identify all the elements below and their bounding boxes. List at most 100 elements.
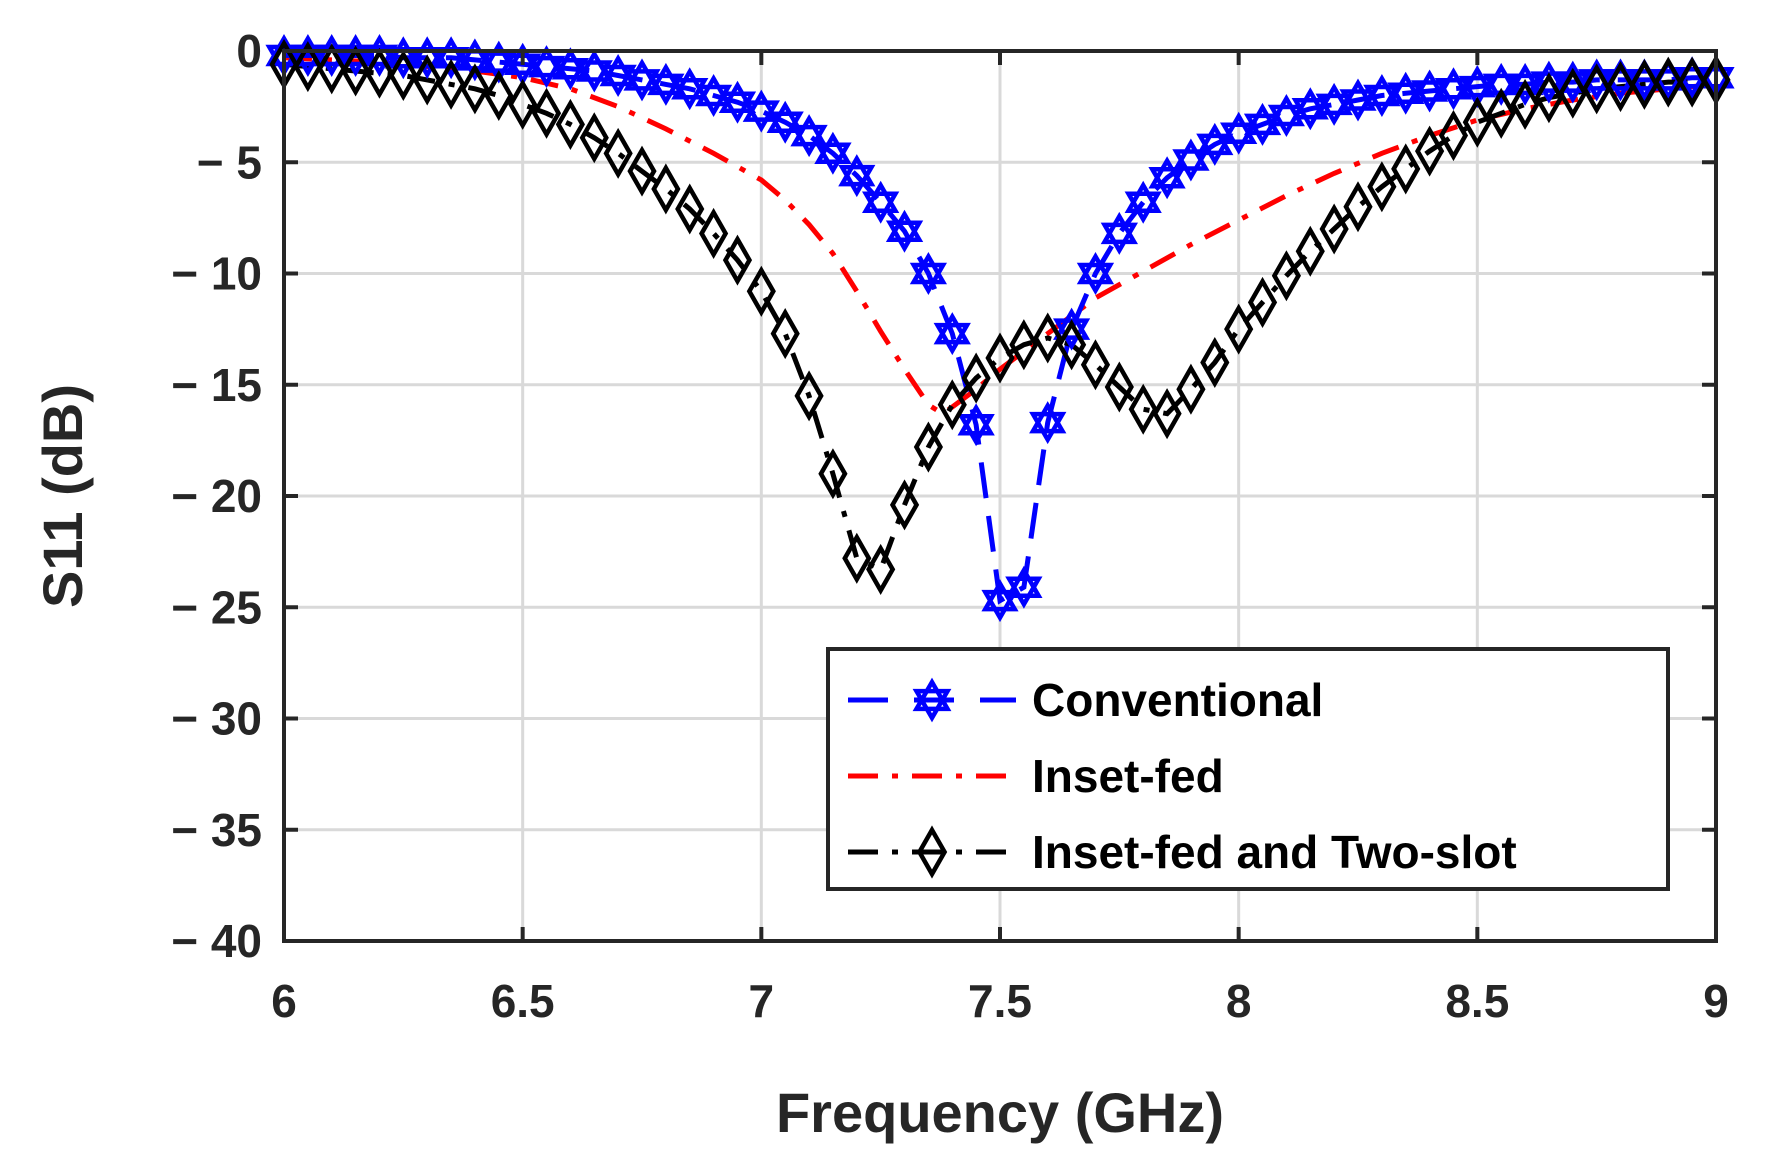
- y-axis-title: S11 (dB): [31, 384, 94, 608]
- legend-label-inset-fed: Inset-fed: [1032, 750, 1224, 802]
- data-point-2: [1080, 339, 1111, 391]
- data-point-2: [1224, 303, 1254, 355]
- data-point-0: [1124, 180, 1162, 224]
- data-point-2: [627, 145, 657, 197]
- data-point-2: [579, 112, 609, 164]
- data-point-0: [909, 251, 947, 296]
- data-point-2: [818, 448, 848, 500]
- data-point-2: [1582, 63, 1612, 115]
- data-point-2: [1247, 276, 1278, 328]
- data-point-0: [742, 89, 781, 133]
- data-point-0: [861, 180, 900, 224]
- data-point-2: [412, 54, 442, 106]
- y-tick-label: 0: [236, 25, 262, 77]
- data-point-0: [1434, 67, 1473, 111]
- data-point-0: [1005, 565, 1043, 609]
- data-point-2: [770, 308, 800, 360]
- y-tick-label: − 25: [171, 581, 262, 633]
- data-point-2: [1104, 361, 1134, 413]
- x-axis-title: Frequency (GHz): [776, 1081, 1224, 1144]
- y-tick-labels: 0 − 5 − 10 − 15 − 20 − 25 − 30 − 35 − 40: [171, 25, 262, 967]
- data-point-0: [671, 67, 709, 111]
- y-tick-label: − 15: [171, 359, 262, 411]
- data-point-0: [1387, 71, 1425, 115]
- x-tick-labels: 6 6.5 7 7.5 8 8.5 9: [271, 975, 1729, 1027]
- data-point-0: [814, 131, 852, 175]
- data-point-0: [1458, 65, 1497, 109]
- y-tick-label: − 40: [171, 915, 262, 967]
- data-point-0: [718, 80, 757, 124]
- data-point-2: [436, 58, 466, 110]
- legend-label-inset-fed-two-slot: Inset-fed and Two-slot: [1032, 826, 1517, 878]
- data-point-2: [1677, 56, 1707, 108]
- data-point-0: [1506, 62, 1544, 106]
- data-point-2: [484, 69, 514, 122]
- data-point-2: [1176, 363, 1206, 415]
- data-point-2: [1009, 319, 1039, 371]
- y-tick-label: − 35: [171, 804, 262, 856]
- x-tick-label: 7.5: [968, 975, 1032, 1027]
- x-tick-label: 9: [1703, 975, 1729, 1027]
- data-point-2: [1438, 110, 1469, 162]
- legend-samples: [848, 677, 1016, 879]
- data-point-2: [1319, 203, 1349, 255]
- data-point-0: [1411, 69, 1449, 113]
- data-point-0: [1172, 138, 1210, 182]
- data-point-0: [790, 114, 828, 158]
- data-point-0: [1267, 93, 1305, 138]
- data-point-2: [388, 49, 418, 102]
- data-point-2: [794, 370, 824, 422]
- data-point-2: [889, 479, 920, 531]
- y-tick-label: − 20: [171, 470, 262, 522]
- data-point-0: [885, 209, 924, 253]
- data-point-0: [1148, 156, 1186, 200]
- data-point-0: [1243, 102, 1282, 146]
- data-point-0: [695, 73, 733, 118]
- x-tick-label: 8: [1226, 975, 1252, 1027]
- x-tick-label: 8.5: [1445, 975, 1509, 1027]
- data-point-2: [1653, 56, 1683, 108]
- x-tick-label: 6.5: [491, 975, 555, 1027]
- data-point-2: [1343, 181, 1373, 233]
- data-point-2: [508, 78, 538, 130]
- legend-marker-0: [912, 677, 952, 723]
- legend-label-conventional: Conventional: [1032, 674, 1323, 726]
- data-point-2: [1271, 250, 1301, 302]
- data-point-2: [531, 87, 562, 139]
- data-point-0: [527, 45, 566, 89]
- data-point-2: [1033, 312, 1063, 364]
- data-point-0: [957, 403, 995, 447]
- legend-box: [826, 647, 1670, 891]
- data-point-2: [1391, 143, 1421, 195]
- y-tick-label: − 10: [171, 248, 262, 300]
- data-point-2: [341, 45, 371, 97]
- data-point-2: [364, 47, 395, 99]
- data-point-2: [1605, 61, 1636, 113]
- data-point-0: [838, 154, 876, 198]
- data-point-2: [1510, 78, 1540, 130]
- data-point-2: [1152, 388, 1182, 440]
- data-point-2: [937, 379, 967, 431]
- data-point-2: [866, 543, 896, 595]
- data-point-2: [651, 163, 681, 215]
- data-point-0: [1100, 211, 1139, 255]
- data-point-2: [1415, 125, 1445, 177]
- data-point-2: [1295, 225, 1325, 277]
- data-point-0: [1076, 252, 1115, 295]
- data-point-2: [1128, 383, 1158, 435]
- data-point-2: [1629, 58, 1659, 110]
- axis-ticks: [282, 49, 1718, 943]
- data-point-2: [985, 332, 1015, 384]
- legend: Conventional Inset-fed Inset-fed and Two…: [826, 647, 1670, 891]
- data-point-2: [1486, 87, 1516, 139]
- data-point-2: [961, 352, 991, 404]
- data-point-0: [1029, 401, 1067, 445]
- data-point-2: [317, 43, 347, 95]
- legend-marker-2: [916, 825, 948, 879]
- data-point-2: [293, 41, 323, 93]
- data-point-0: [1196, 122, 1234, 166]
- data-point-2: [913, 421, 943, 473]
- data-point-2: [722, 234, 753, 286]
- data-point-2: [1462, 96, 1492, 148]
